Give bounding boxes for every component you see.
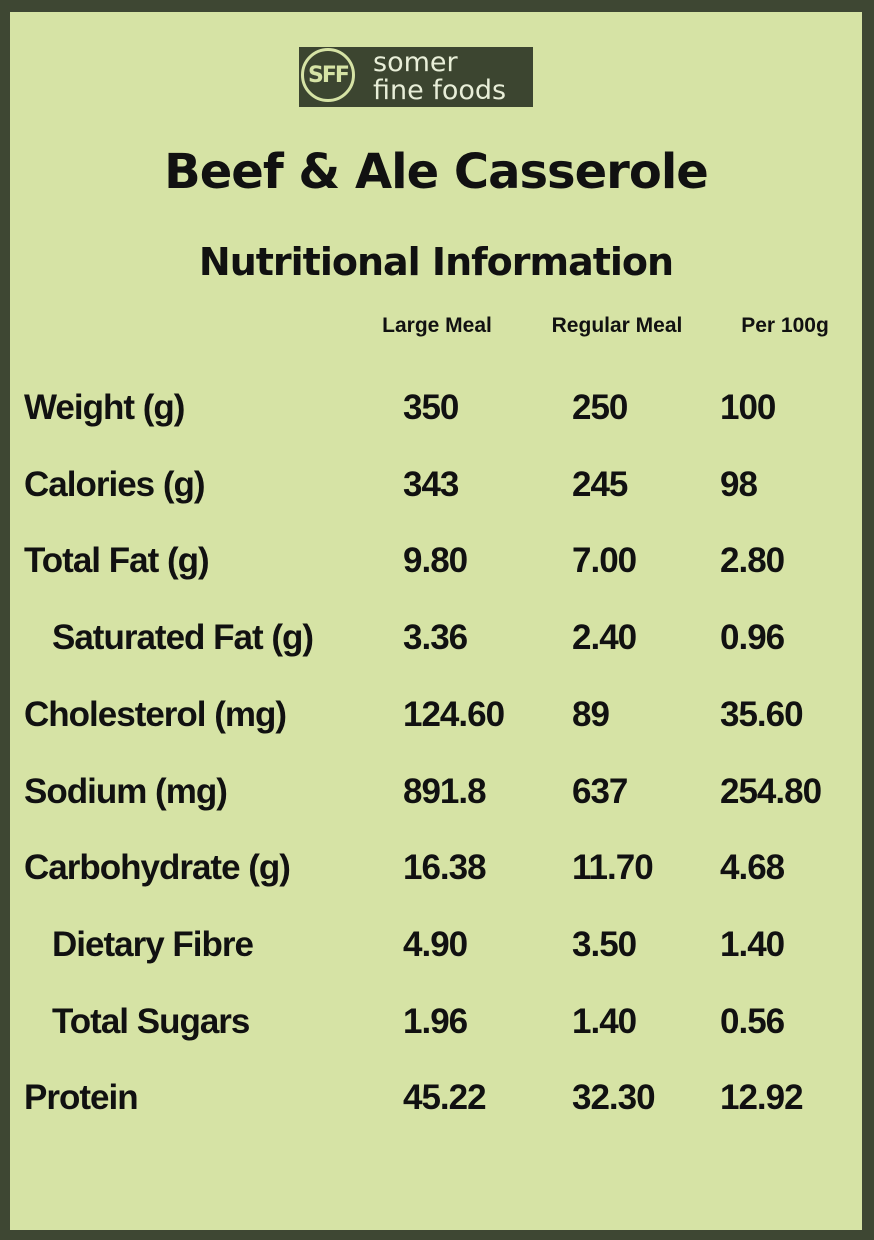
row-value: 1.96 xyxy=(403,1001,468,1041)
row-label: Dietary Fibre xyxy=(52,924,254,964)
row-value: 3.36 xyxy=(403,618,468,658)
row-value: 891.8 xyxy=(403,771,487,811)
row-label: Calories (g) xyxy=(24,464,206,504)
row-value: 11.70 xyxy=(572,848,654,888)
label-panel: SFF somer fine foods Beef & Ale Casserol… xyxy=(10,12,862,1230)
row-label: Total Sugars xyxy=(52,1001,250,1041)
row-value: 100 xyxy=(720,388,776,427)
row-value: 245 xyxy=(572,464,628,504)
logo: SFF somer fine foods xyxy=(299,47,533,107)
row-value: 45.22 xyxy=(403,1078,487,1118)
row-label: Cholesterol (mg) xyxy=(24,694,287,734)
title: Beef & Ale Casserole xyxy=(164,144,709,200)
logo-text: somer xyxy=(373,47,458,78)
row-value: 98 xyxy=(720,464,758,504)
row-value: 1.40 xyxy=(572,1001,637,1041)
row-value: 250 xyxy=(572,388,628,427)
column-header: Per 100g xyxy=(741,314,829,337)
row-value: 1.40 xyxy=(720,924,785,964)
row-value: 4.68 xyxy=(720,848,785,888)
row-label: Protein xyxy=(24,1078,139,1118)
row-label: Weight (g) xyxy=(24,388,185,427)
row-value: 12.92 xyxy=(720,1078,804,1118)
row-value: 7.00 xyxy=(572,541,637,581)
subtitle: Nutritional Information xyxy=(198,240,674,284)
column-header: Regular Meal xyxy=(551,314,683,337)
row-label: Saturated Fat (g) xyxy=(52,618,314,658)
row-value: 2.40 xyxy=(572,618,637,658)
logo-monogram: SFF xyxy=(301,48,355,102)
column-header: Large Meal xyxy=(382,314,492,337)
row-label: Sodium (mg) xyxy=(24,771,228,811)
row-value: 9.80 xyxy=(403,541,468,581)
row-value: 343 xyxy=(403,464,459,504)
row-value: 0.96 xyxy=(720,618,785,658)
row-value: 254.80 xyxy=(720,771,822,811)
row-value: 16.38 xyxy=(403,848,487,888)
row-value: 35.60 xyxy=(720,694,804,734)
row-value: 350 xyxy=(403,388,459,427)
row-value: 3.50 xyxy=(572,924,637,964)
row-label: Total Fat (g) xyxy=(24,541,210,581)
row-value: 124.60 xyxy=(403,694,505,734)
row-value: 89 xyxy=(572,694,610,734)
row-value: 2.80 xyxy=(720,541,785,581)
row-value: 637 xyxy=(572,771,628,811)
row-value: 0.56 xyxy=(720,1001,785,1041)
row-value: 4.90 xyxy=(403,924,468,964)
row-value: 32.30 xyxy=(572,1078,656,1118)
row-label: Carbohydrate (g) xyxy=(24,848,291,888)
logo-text: fine foods xyxy=(373,75,507,106)
